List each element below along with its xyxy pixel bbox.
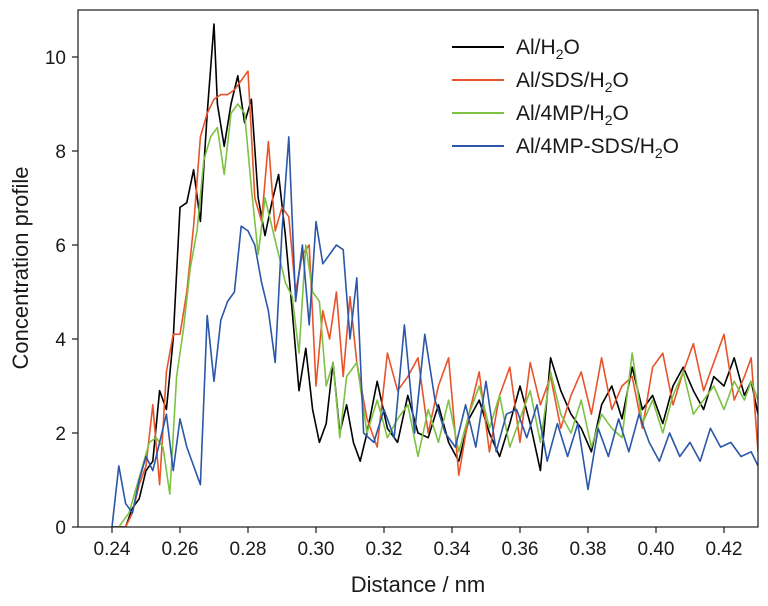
- x-tick-label: 0.40: [638, 539, 675, 560]
- series-line-1: [112, 23, 758, 527]
- y-tick-label: 8: [55, 142, 66, 163]
- x-tick-label: 0.42: [706, 539, 743, 560]
- y-tick-label: 0: [55, 518, 66, 539]
- plot-frame: [77, 9, 759, 528]
- series-line-3: [118, 103, 758, 527]
- y-tick-label: 4: [55, 330, 66, 351]
- legend-label-4: Al/4MP-SDS/H2O: [516, 135, 679, 161]
- legend-label-1: Al/H2O: [516, 36, 580, 62]
- legend-label-2: Al/SDS/H2O: [516, 69, 629, 95]
- y-tick-label: 6: [55, 236, 66, 257]
- legend: Al/H2O Al/SDS/H2O Al/4MP/H2O Al/4MP-SDS/H2O: [452, 36, 679, 161]
- ticks-layer: 0.24 0.26 0.28 0.30 0.32 0.34 0.36 0.38 0.40 0.42…: [45, 48, 743, 560]
- legend-label-3: Al/4MP/H2O: [516, 102, 629, 128]
- x-axis-title: Distance / nm: [351, 572, 486, 597]
- x-tick-label: 0.28: [230, 539, 267, 560]
- x-tick-label: 0.32: [366, 539, 403, 560]
- y-axis-title: Concentration profile: [8, 166, 33, 369]
- series-line-4: [111, 136, 758, 527]
- x-tick-label: 0.26: [162, 539, 199, 560]
- series-line-2: [115, 70, 758, 527]
- x-tick-label: 0.34: [434, 539, 471, 560]
- series-layer: [111, 23, 758, 527]
- x-tick-label: 0.24: [94, 539, 131, 560]
- x-tick-label: 0.38: [570, 539, 607, 560]
- x-tick-label: 0.30: [298, 539, 335, 560]
- x-tick-label: 0.36: [502, 539, 539, 560]
- y-tick-label: 2: [55, 424, 66, 445]
- y-tick-label: 10: [45, 48, 66, 69]
